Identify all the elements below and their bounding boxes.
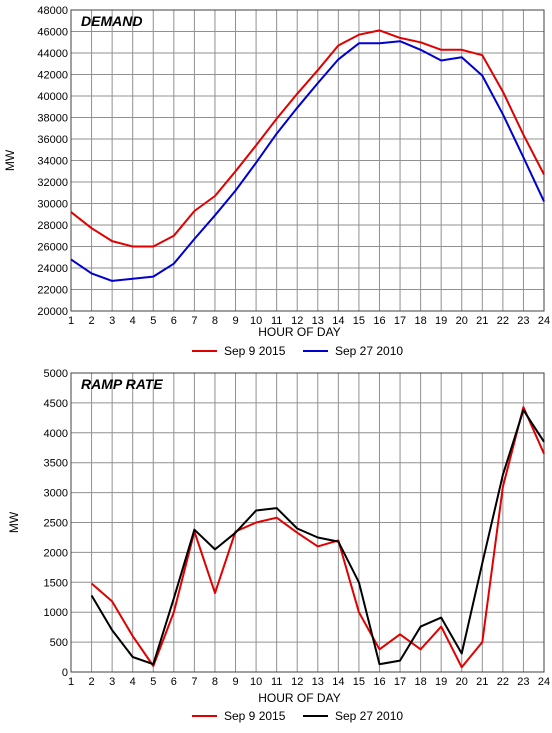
series-line-1: [70, 29, 545, 248]
x-tick-label: 20: [456, 676, 468, 688]
x-tick-label: 3: [109, 676, 115, 688]
chart-2: 0 500 1000 1500 2000 2500 3000 3500 4000 4500 5000…: [7, 368, 550, 723]
x-tick-label: 3: [109, 315, 115, 327]
chart-1: 2000022000240002600028000300003200034000…: [3, 5, 550, 358]
y-tick-label: 5000: [44, 368, 68, 380]
x-tick-label: 12: [291, 676, 303, 688]
y-tick-label: 20000: [37, 306, 68, 318]
y-tick-label: 500: [50, 637, 68, 649]
x-tick-label: 8: [212, 315, 218, 327]
x-axis-title: HOUR OF DAY: [258, 691, 340, 705]
series-line-1: [90, 406, 545, 669]
x-tick-label: 17: [394, 676, 406, 688]
legend-label: Sep 27 2010: [335, 709, 403, 723]
y-tick-label: 34000: [37, 156, 68, 168]
y-tick-label: 46000: [37, 27, 68, 39]
x-tick-label: 14: [332, 315, 344, 327]
x-tick-label: 21: [476, 315, 488, 327]
y-tick-label: 22000: [37, 285, 68, 297]
x-tick-label: 4: [130, 315, 136, 327]
x-tick-label: 11: [271, 315, 282, 327]
y-tick-label: 30000: [37, 199, 68, 211]
y-tick-label: 2000: [44, 547, 68, 559]
x-tick-label: 16: [373, 315, 385, 327]
y-tick-label: 38000: [37, 113, 68, 125]
x-tick-label: 9: [232, 676, 238, 688]
y-tick-label: 28000: [37, 220, 68, 232]
y-tick-label: 40000: [37, 91, 68, 103]
x-tick-label: 4: [130, 676, 136, 688]
x-tick-label: 1: [68, 315, 74, 327]
y-tick-label: 4500: [44, 398, 68, 410]
legend-label: Sep 9 2015: [224, 344, 286, 358]
x-axis-title: HOUR OF DAY: [258, 325, 340, 339]
x-tick-label: 13: [312, 315, 324, 327]
x-tick-label: 15: [353, 315, 365, 327]
y-tick-label: 1500: [44, 577, 68, 589]
y-tick-label: 32000: [37, 177, 68, 189]
y-tick-label: 26000: [37, 242, 68, 254]
y-axis-title: MW: [7, 511, 21, 533]
y-tick-label: 42000: [37, 70, 68, 82]
y-tick-label: 3500: [44, 458, 68, 470]
x-tick-label: 16: [373, 676, 385, 688]
x-tick-label: 12: [291, 315, 303, 327]
y-tick-label: 24000: [37, 263, 68, 275]
x-tick-label: 10: [250, 315, 262, 327]
y-tick-label: 2500: [44, 518, 68, 530]
x-tick-label: 7: [191, 676, 197, 688]
x-tick-label: 7: [191, 315, 197, 327]
x-tick-label: 13: [312, 676, 324, 688]
x-tick-label: 9: [232, 315, 238, 327]
x-tick-label: 18: [414, 315, 426, 327]
x-tick-label: 15: [353, 676, 365, 688]
x-tick-label: 5: [150, 315, 156, 327]
x-tick-label: 1: [68, 676, 74, 688]
legend-label: Sep 27 2010: [335, 344, 403, 358]
x-tick-label: 8: [212, 676, 218, 688]
x-tick-label: 19: [435, 676, 447, 688]
x-tick-label: 22: [497, 676, 509, 688]
x-tick-label: 24: [538, 315, 550, 327]
legend-label: Sep 9 2015: [224, 709, 286, 723]
series-line-2: [70, 40, 545, 282]
y-tick-label: 3000: [44, 488, 68, 500]
chart-title: RAMP RATE: [81, 376, 163, 392]
x-tick-label: 5: [150, 676, 156, 688]
y-tick-label: 44000: [37, 48, 68, 60]
x-tick-label: 18: [414, 676, 426, 688]
y-tick-label: 0: [62, 667, 68, 679]
x-tick-label: 17: [394, 315, 406, 327]
x-tick-label: 21: [476, 676, 488, 688]
chart-title: DEMAND: [81, 13, 142, 29]
y-tick-label: 4000: [44, 428, 68, 440]
x-tick-label: 6: [171, 315, 177, 327]
y-tick-label: 36000: [37, 134, 68, 146]
plot-frame: [70, 372, 545, 673]
x-tick-label: 2: [89, 676, 95, 688]
x-tick-label: 23: [517, 315, 529, 327]
x-tick-label: 24: [538, 676, 550, 688]
y-axis-title: MW: [3, 149, 17, 171]
x-tick-label: 22: [497, 315, 509, 327]
x-tick-label: 14: [332, 676, 344, 688]
y-tick-label: 48000: [37, 5, 68, 17]
x-tick-label: 20: [456, 315, 468, 327]
x-tick-label: 23: [517, 676, 529, 688]
x-tick-label: 11: [271, 676, 282, 688]
x-tick-label: 2: [89, 315, 95, 327]
x-tick-label: 10: [250, 676, 262, 688]
x-tick-label: 19: [435, 315, 447, 327]
x-tick-label: 6: [171, 676, 177, 688]
plot-frame: [70, 9, 545, 312]
y-tick-label: 1000: [44, 607, 68, 619]
series-line-2: [90, 409, 545, 666]
